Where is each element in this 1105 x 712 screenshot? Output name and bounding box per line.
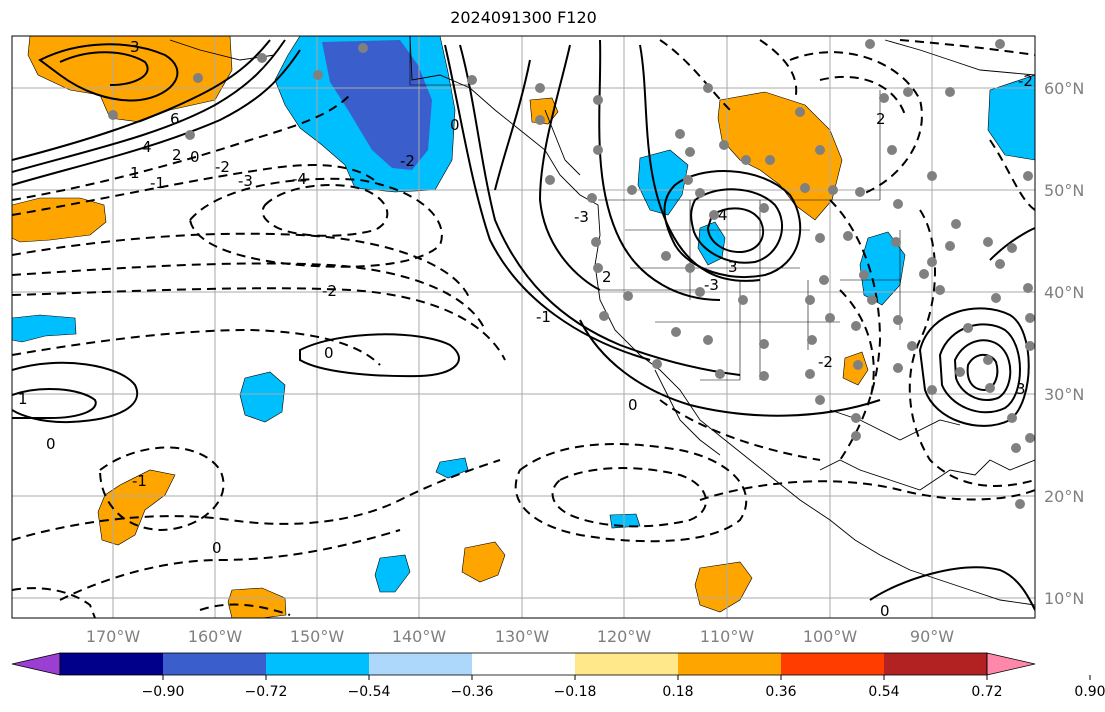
longitude-labels: 170°W 160°W 150°W 140°W 130°W 120°W 110°…	[86, 627, 954, 646]
contour-label: -1	[536, 308, 551, 326]
lat-label: 10°N	[1044, 589, 1084, 608]
colorbar-tick-label: 0.54	[868, 684, 899, 700]
map-frame	[11, 35, 1036, 619]
lon-label: 120°W	[597, 627, 652, 646]
colorbar: −0.90 −0.72 −0.54 −0.36 −0.18 0.18 0.36 0.54 0.7…	[11, 652, 1105, 700]
colorbar-tick-label: −0.36	[451, 684, 494, 700]
colorbar-cell	[575, 653, 679, 675]
contour-label: -2	[1018, 72, 1033, 90]
lat-label: 30°N	[1044, 385, 1084, 404]
contour-label: 6	[170, 110, 180, 128]
map-gridlines	[12, 36, 1035, 618]
contour-label: -2	[400, 152, 415, 170]
colorbar-tick-label: 0.90	[1074, 684, 1105, 700]
lon-label: 90°W	[910, 627, 954, 646]
contour-label: 0	[324, 344, 334, 362]
contour-label: -3	[704, 276, 719, 294]
station-markers	[108, 39, 1035, 509]
colorbar-tick-label: 0.18	[662, 684, 693, 700]
lon-label: 140°W	[392, 627, 447, 646]
contour-label: 0	[450, 116, 460, 134]
contour-label: 0	[628, 396, 638, 414]
contour-label: 0	[880, 602, 890, 620]
solid-contours	[12, 39, 1035, 611]
contour-label: -3	[574, 208, 589, 226]
colorbar-cell	[884, 653, 988, 675]
state-borders	[409, 36, 901, 381]
shaded-strong-negative-region	[322, 40, 432, 170]
colorbar-cell	[266, 653, 370, 675]
lat-label: 60°N	[1044, 79, 1084, 98]
contour-label: 0	[46, 435, 56, 453]
colorbar-cell	[781, 653, 885, 675]
contour-label: 0	[190, 148, 200, 166]
contour-label: 2	[172, 146, 182, 164]
contour-label: 4	[718, 206, 728, 224]
contour-label: 3	[1016, 380, 1026, 398]
colorbar-tick-label: −0.72	[245, 684, 288, 700]
contour-label: 0	[212, 539, 222, 557]
colorbar-cell	[163, 653, 267, 675]
lon-label: 160°W	[188, 627, 243, 646]
colorbar-tick-label: −0.54	[348, 684, 391, 700]
colorbar-extend-high	[986, 652, 1036, 676]
colorbar-cell	[678, 653, 782, 675]
contour-label: -1	[150, 174, 165, 192]
lon-label: 100°W	[803, 627, 858, 646]
contour-label: 4	[142, 138, 152, 156]
contour-labels: 6 4 3 2 1 0 -1 -2 -3 -4 2 0 -2 1 0 -1 0 …	[18, 38, 1033, 620]
contour-label: -3	[238, 172, 253, 190]
contour-label: 2	[876, 110, 886, 128]
contour-label: 3	[728, 258, 738, 276]
contour-label: -2	[322, 282, 337, 300]
colorbar-cell	[60, 653, 164, 675]
lat-label: 20°N	[1044, 487, 1084, 506]
lon-label: 130°W	[495, 627, 550, 646]
dashed-contours	[12, 39, 1035, 618]
colorbar-tick-label: 0.72	[971, 684, 1002, 700]
lon-label: 110°W	[700, 627, 755, 646]
contour-label: -1	[132, 472, 147, 490]
shaded-positive-regions	[12, 36, 869, 618]
colorbar-tick-label: −0.90	[142, 684, 185, 700]
lat-label: 40°N	[1044, 283, 1084, 302]
lat-label: 50°N	[1044, 181, 1084, 200]
contour-label: 3	[130, 38, 140, 56]
contour-label: 1	[130, 164, 140, 182]
colorbar-frame	[59, 652, 988, 676]
contour-label: -2	[215, 158, 230, 176]
colorbar-tick-label: −0.18	[554, 684, 597, 700]
contour-label: 1	[18, 390, 28, 408]
colorbar-cell	[472, 653, 576, 675]
map-title: 2024091300 F120	[450, 8, 597, 27]
lon-label: 150°W	[290, 627, 345, 646]
contour-label: 2	[602, 268, 612, 286]
colorbar-tick-label: 0.36	[765, 684, 796, 700]
colorbar-extend-low	[11, 652, 61, 676]
latitude-labels: 60°N 50°N 40°N 30°N 20°N 10°N	[1044, 79, 1084, 608]
contour-label: -2	[818, 353, 833, 371]
colorbar-cell	[369, 653, 473, 675]
lon-label: 170°W	[86, 627, 141, 646]
contour-label: -4	[292, 170, 307, 188]
